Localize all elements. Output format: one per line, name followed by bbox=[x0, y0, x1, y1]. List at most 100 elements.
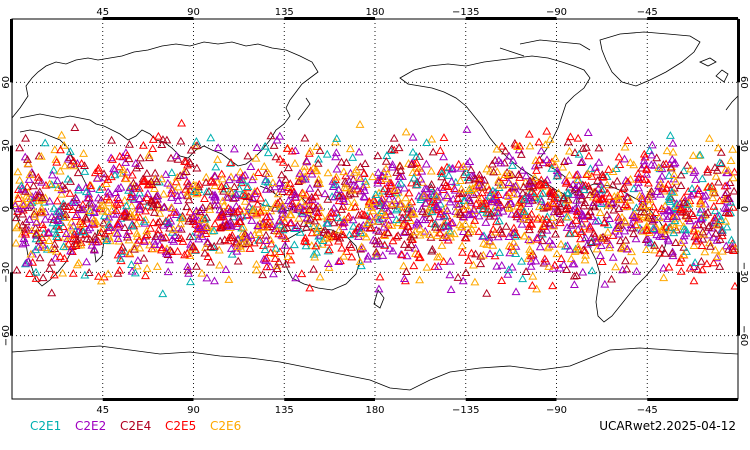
observation-marker bbox=[577, 157, 587, 166]
observation-marker bbox=[380, 211, 390, 219]
observation-marker bbox=[144, 153, 154, 162]
coast-arctic-islands bbox=[499, 39, 591, 57]
observation-marker bbox=[406, 232, 416, 241]
observation-marker bbox=[344, 176, 354, 185]
observation-marker bbox=[176, 136, 186, 145]
observation-marker bbox=[456, 176, 465, 185]
observation-marker bbox=[129, 195, 139, 203]
bottom-scale-segment-7 bbox=[647, 398, 738, 401]
observation-marker bbox=[416, 195, 426, 204]
observation-marker bbox=[227, 233, 237, 242]
observation-marker bbox=[565, 228, 575, 237]
observation-marker bbox=[389, 184, 399, 193]
observation-marker bbox=[651, 208, 661, 217]
observation-marker bbox=[35, 187, 45, 196]
observation-marker bbox=[159, 202, 169, 211]
observation-marker bbox=[23, 159, 33, 167]
observation-marker bbox=[571, 170, 581, 179]
observation-marker bbox=[362, 219, 372, 228]
observation-marker bbox=[53, 183, 63, 192]
observation-marker bbox=[38, 273, 48, 282]
observation-marker bbox=[302, 190, 312, 199]
observation-marker bbox=[40, 138, 50, 147]
observation-marker bbox=[566, 220, 576, 229]
observation-marker bbox=[302, 222, 311, 231]
observation-marker bbox=[541, 214, 551, 223]
observation-marker bbox=[224, 175, 234, 184]
observation-marker bbox=[545, 189, 555, 197]
observation-marker bbox=[54, 206, 64, 215]
observation-marker bbox=[580, 255, 590, 264]
observation-marker bbox=[115, 198, 125, 207]
observation-marker bbox=[611, 164, 621, 173]
observation-marker bbox=[104, 198, 114, 207]
observation-marker bbox=[542, 201, 552, 210]
observation-marker bbox=[658, 211, 668, 220]
observation-marker bbox=[65, 188, 75, 197]
observation-marker bbox=[206, 133, 216, 142]
observation-marker bbox=[70, 123, 80, 131]
observation-marker bbox=[717, 159, 727, 168]
observation-marker bbox=[324, 263, 334, 271]
observation-marker bbox=[99, 211, 109, 220]
observation-marker bbox=[163, 250, 173, 258]
observation-marker bbox=[59, 254, 69, 262]
observation-marker bbox=[683, 199, 693, 208]
observation-marker bbox=[607, 199, 617, 208]
observation-marker bbox=[668, 147, 678, 156]
observation-marker bbox=[351, 181, 361, 190]
observation-marker bbox=[72, 194, 82, 203]
observation-marker bbox=[226, 158, 236, 166]
observation-marker bbox=[18, 220, 28, 229]
observation-marker bbox=[81, 229, 91, 238]
observation-marker bbox=[474, 194, 484, 203]
observation-marker bbox=[420, 198, 430, 207]
observation-marker bbox=[177, 118, 187, 127]
observation-marker bbox=[60, 213, 70, 221]
legend-item-c2e2: C2E2 bbox=[75, 419, 106, 433]
observation-marker bbox=[596, 241, 606, 249]
observation-marker bbox=[192, 189, 201, 198]
observation-marker bbox=[585, 207, 595, 216]
observation-marker bbox=[654, 213, 664, 222]
observation-marker bbox=[476, 259, 486, 268]
observation-marker bbox=[615, 236, 625, 245]
observation-marker bbox=[470, 174, 480, 183]
observation-marker bbox=[657, 164, 667, 173]
observation-marker bbox=[89, 245, 99, 254]
observation-marker bbox=[528, 271, 538, 280]
observation-marker bbox=[341, 158, 351, 166]
observation-marker bbox=[487, 230, 497, 238]
observation-marker bbox=[631, 220, 641, 229]
observation-marker bbox=[125, 183, 135, 192]
observation-marker bbox=[458, 247, 467, 256]
observation-marker bbox=[697, 199, 707, 208]
observation-marker bbox=[384, 215, 394, 224]
right-scale-segment-2 bbox=[737, 145, 740, 209]
observation-marker bbox=[240, 170, 250, 179]
left-scale-segment-4 bbox=[10, 272, 13, 336]
observation-marker bbox=[687, 184, 697, 192]
observation-marker bbox=[49, 203, 59, 212]
observation-marker bbox=[393, 231, 403, 240]
observation-marker bbox=[419, 228, 429, 237]
observation-marker bbox=[107, 135, 117, 144]
observation-marker bbox=[30, 212, 40, 220]
observation-marker bbox=[45, 179, 55, 188]
observation-marker bbox=[205, 201, 215, 210]
observation-marker bbox=[578, 267, 588, 276]
observation-marker bbox=[521, 171, 531, 180]
observation-marker bbox=[166, 188, 176, 197]
observation-marker bbox=[25, 269, 34, 278]
observation-marker bbox=[581, 142, 591, 151]
observation-marker bbox=[637, 174, 647, 183]
observation-marker bbox=[456, 210, 466, 218]
observation-marker bbox=[235, 217, 244, 225]
observation-marker bbox=[349, 180, 359, 189]
observation-marker bbox=[202, 273, 212, 282]
observation-marker bbox=[728, 202, 738, 211]
observation-marker bbox=[350, 202, 360, 211]
observation-marker bbox=[15, 143, 25, 152]
observation-marker bbox=[504, 265, 514, 274]
observation-marker bbox=[685, 196, 695, 204]
